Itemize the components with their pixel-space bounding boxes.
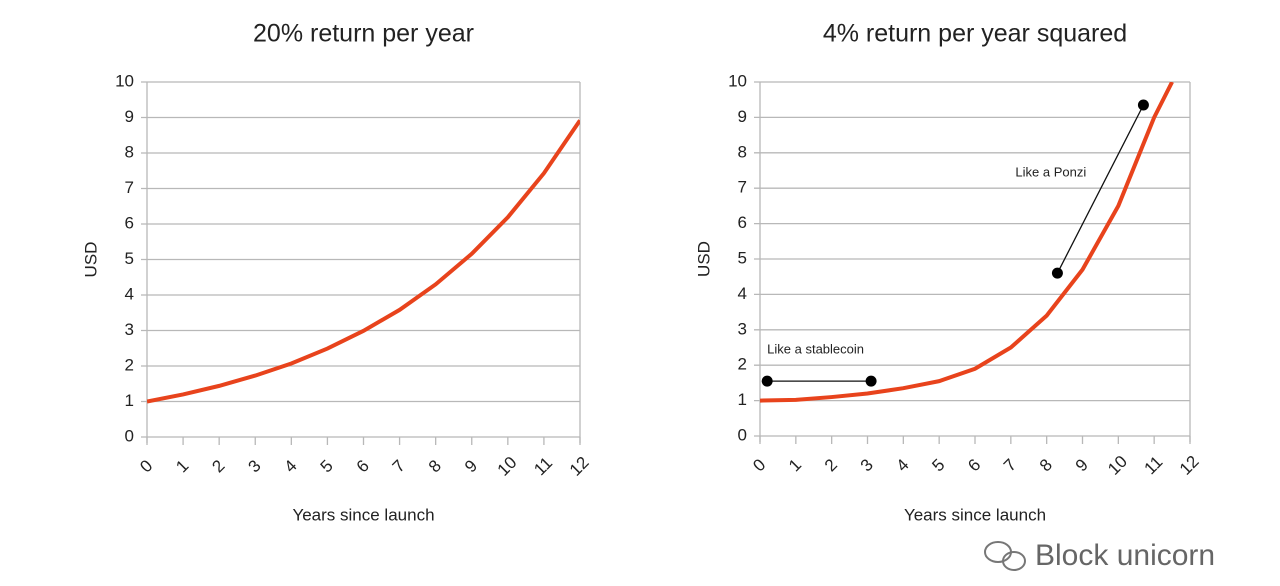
y-tick-label: 9 [125,107,134,126]
x-tick-label: 6 [964,455,984,475]
x-tick-label: 5 [317,456,337,476]
y-tick-label: 3 [125,320,134,339]
x-tick-label: 12 [1176,452,1203,479]
chart-title: 4% return per year squared [823,20,1127,48]
y-tick-label: 8 [125,142,134,161]
x-tick-label: 0 [136,456,156,476]
annotation-point [1137,99,1149,111]
watermark: Block unicorn [1035,539,1215,572]
x-tick-label: 3 [857,455,877,475]
x-tick-label: 4 [281,456,301,476]
y-tick-label: 0 [738,425,747,444]
x-tick-label: 1 [785,455,805,475]
y-tick-label: 2 [125,355,134,374]
y-tick-label: 6 [125,213,134,232]
y-axis-label: USD [694,241,713,277]
chart-title: 20% return per year [253,20,474,48]
x-tick-label: 2 [821,455,841,475]
x-tick-label: 5 [928,455,948,475]
data-line [147,119,580,404]
x-tick-label: 9 [461,456,481,476]
annotation-text: Like a stablecoin [767,342,864,357]
y-tick-label: 5 [738,248,747,267]
y-axis-label: USD [81,242,100,278]
y-tick-label: 10 [728,71,747,90]
x-tick-label: 10 [1104,452,1131,479]
x-tick-label: 12 [566,453,593,480]
y-tick-label: 9 [738,107,747,126]
annotation-text: Like a Ponzi [1015,165,1086,180]
y-tick-label: 0 [125,426,134,445]
x-tick-label: 9 [1072,455,1092,475]
x-tick-label: 7 [389,456,409,476]
x-tick-label: 2 [208,456,228,476]
y-tick-label: 7 [738,178,747,197]
y-tick-label: 3 [738,319,747,338]
data-line [760,82,1174,403]
x-tick-label: 7 [1000,455,1020,475]
x-tick-label: 6 [353,456,373,476]
x-tick-label: 11 [530,453,556,479]
x-tick-label: 4 [893,455,913,475]
annotation-point [865,375,877,387]
y-tick-label: 10 [115,71,134,90]
y-tick-label: 2 [738,355,747,374]
x-tick-label: 3 [244,456,264,476]
annotation-line [1056,104,1144,274]
x-tick-label: 10 [494,453,521,480]
wechat-icon [984,541,1026,571]
y-tick-label: 4 [738,284,747,303]
y-tick-label: 4 [125,284,134,303]
y-tick-label: 6 [738,213,747,232]
y-tick-label: 1 [738,390,747,409]
x-tick-label: 0 [749,455,769,475]
y-tick-label: 1 [125,391,134,410]
x-tick-label: 8 [425,456,445,476]
x-tick-label: 8 [1036,455,1056,475]
x-tick-label: 11 [1140,452,1166,478]
annotation-point [761,375,773,387]
y-tick-label: 8 [738,142,747,161]
x-tick-label: 1 [172,456,192,476]
x-axis-label: Years since launch [292,505,434,524]
y-tick-label: 5 [125,249,134,268]
x-axis-label: Years since launch [904,505,1046,524]
annotation-point [1051,267,1063,279]
y-tick-label: 7 [125,178,134,197]
